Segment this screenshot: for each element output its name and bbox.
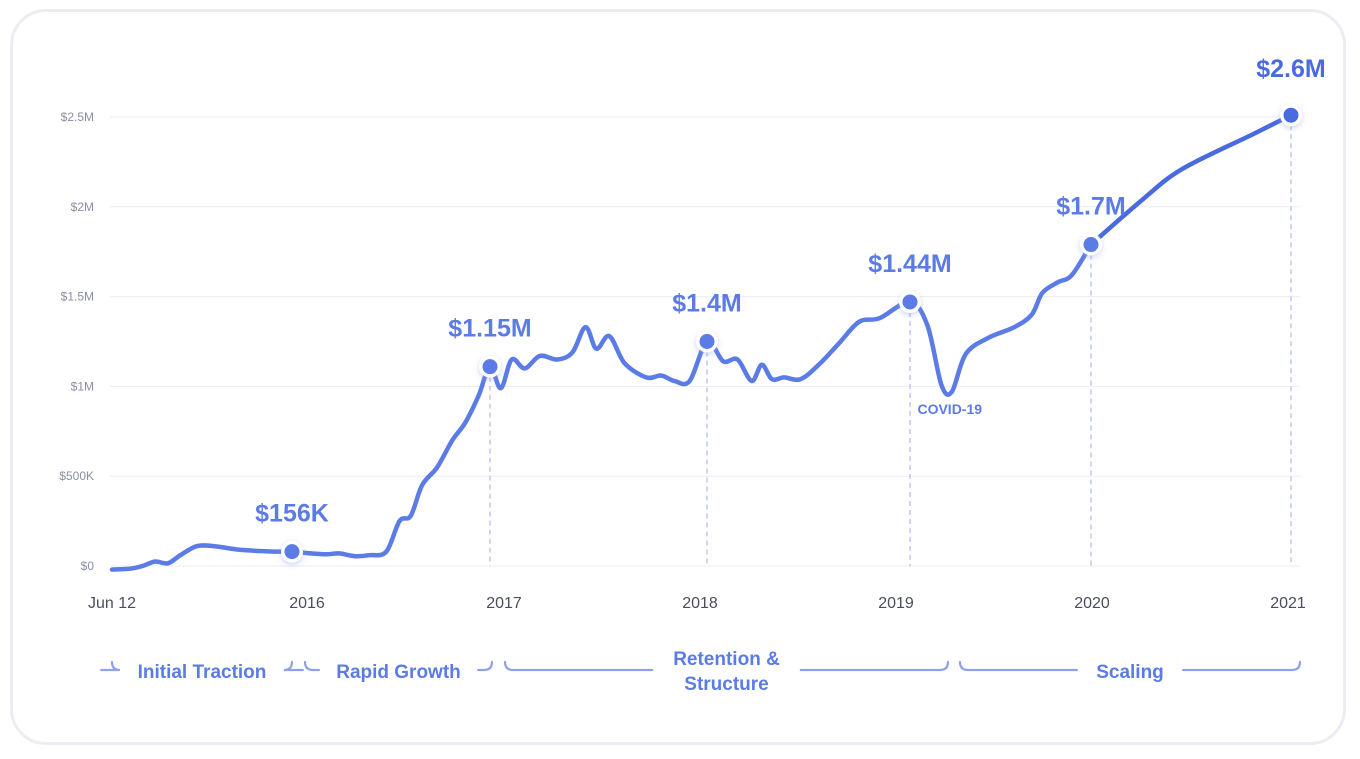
y-tick-label: $1M (71, 379, 94, 393)
annotation-label: COVID-19 (917, 401, 982, 417)
data-label: $1.7M (1056, 193, 1125, 221)
phase-label: Retention & (673, 649, 780, 670)
y-tick-label: $1.5M (61, 290, 94, 304)
phase-bracket-line (303, 660, 320, 672)
phase-bracket-line (958, 660, 1078, 672)
data-label: $1.15M (448, 315, 531, 343)
phase-bracket: Initial Traction (100, 660, 304, 683)
y-tick-label: $0 (81, 559, 95, 573)
phase-bracket: Retention & Structure (503, 649, 950, 695)
data-point (1283, 107, 1299, 123)
phase-bracket-line (1182, 660, 1302, 672)
y-tick-label: $2M (71, 200, 94, 214)
data-point (1083, 237, 1099, 253)
data-label: $2.6M (1256, 55, 1325, 83)
x-tick-label: 2020 (1074, 595, 1110, 612)
data-label: $1.44M (868, 250, 951, 278)
data-label: $156K (255, 500, 329, 528)
phase-bracket-line (799, 660, 950, 672)
chart-card (10, 9, 1346, 745)
phase-label: Structure (684, 674, 768, 695)
x-tick-label: Jun 12 (88, 595, 136, 612)
x-tick-label: 2018 (682, 595, 718, 612)
data-point (284, 544, 300, 560)
x-tick-label: 2016 (289, 595, 325, 612)
phase-label: Rapid Growth (336, 662, 461, 683)
phase-label: Initial Traction (138, 662, 267, 683)
series-line-recent (1088, 112, 1294, 247)
phase-bracket-line (100, 660, 121, 672)
phase-bracket-line (283, 660, 304, 672)
phase-bracket-line (503, 660, 654, 672)
data-point (482, 359, 498, 375)
y-tick-label: $500K (59, 469, 94, 483)
phase-bracket: Rapid Growth (303, 660, 494, 683)
phase-bracket: Scaling (958, 660, 1302, 683)
data-label: $1.4M (672, 290, 741, 318)
y-tick-label: $2.5M (61, 110, 94, 124)
phase-label: Scaling (1096, 662, 1164, 683)
x-tick-label: 2019 (878, 595, 914, 612)
x-tick-label: 2017 (486, 595, 522, 612)
x-tick-label: 2021 (1270, 595, 1306, 612)
phase-bracket-line (477, 660, 494, 672)
data-point (902, 294, 918, 310)
data-point (699, 334, 715, 349)
